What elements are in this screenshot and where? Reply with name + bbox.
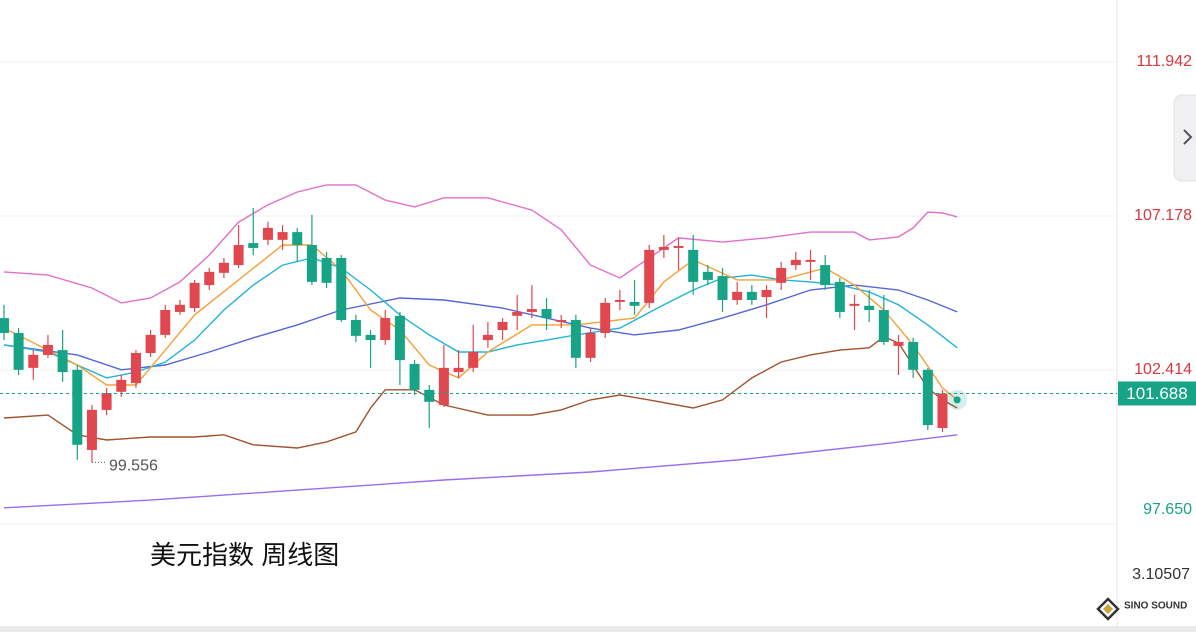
candle-body	[805, 259, 816, 262]
candle-body	[145, 334, 156, 353]
candle-body	[541, 309, 552, 319]
candle-body	[512, 311, 523, 316]
candle-body	[497, 321, 508, 331]
candle-body	[614, 299, 625, 302]
candle-body	[482, 334, 493, 341]
candle-body	[629, 301, 640, 306]
indicator-value: 3.10507	[1132, 566, 1190, 583]
bottom-bar	[0, 626, 1196, 632]
candle-body	[248, 243, 259, 248]
chevron-icon	[1183, 129, 1193, 145]
overlay: 99.556 101.688	[0, 381, 1196, 475]
price-tag	[1118, 381, 1196, 406]
candle-body	[365, 334, 376, 341]
candle-body	[937, 393, 948, 428]
watermark-text: SINO SOUND	[1124, 601, 1187, 612]
candle-body	[688, 249, 699, 282]
candle-body	[57, 350, 68, 373]
candle-body	[438, 367, 449, 406]
candle-body	[570, 320, 581, 358]
candle-body	[717, 276, 728, 300]
y-tick-label: 97.650	[1143, 501, 1192, 518]
candle-body	[556, 320, 567, 322]
candle-body	[922, 369, 933, 426]
candle-body	[233, 245, 244, 266]
indicator-line	[3, 335, 958, 449]
candle-body	[732, 291, 743, 300]
candle-body	[526, 309, 537, 312]
candle-body	[644, 249, 655, 303]
candle-body	[908, 342, 919, 370]
watermark: SINO SOUND	[1096, 597, 1187, 621]
candle-body	[292, 232, 303, 246]
candle-body	[834, 281, 845, 312]
candle-body	[160, 310, 171, 335]
indicator-line	[3, 184, 958, 304]
candle-body	[116, 379, 127, 392]
candle-body	[218, 262, 229, 273]
candle-body	[130, 352, 141, 384]
candle-body	[336, 257, 347, 321]
low-label: 99.556	[109, 458, 158, 475]
candle-body	[380, 318, 391, 341]
price-dot	[953, 396, 961, 404]
candle-body	[790, 259, 801, 266]
candle-body	[600, 302, 611, 333]
candle-body	[42, 344, 53, 355]
candle-body	[761, 289, 772, 298]
candle-body	[702, 271, 713, 280]
candle-body	[585, 332, 596, 358]
candle-body	[0, 318, 9, 333]
candle-body	[350, 320, 361, 336]
candle-body	[189, 282, 200, 309]
candle-body	[86, 409, 97, 450]
candle-body	[658, 246, 669, 250]
watermark-logo-core	[1103, 604, 1113, 614]
candles	[0, 207, 948, 463]
indicator-line	[3, 284, 958, 371]
indicator-lines	[3, 184, 958, 509]
candle-body	[72, 369, 83, 445]
side-toggle[interactable]	[1173, 94, 1196, 182]
candle-body	[13, 332, 24, 370]
candle-body	[28, 354, 39, 368]
y-tick-label: 111.942	[1137, 53, 1193, 70]
y-tick-label: 102.414	[1134, 361, 1192, 378]
candle-body	[849, 303, 860, 306]
candle-body	[409, 363, 420, 390]
side-toggle-button[interactable]	[1173, 94, 1196, 182]
indicator-line	[3, 434, 958, 509]
candle-body	[424, 389, 435, 402]
candle-body	[101, 393, 112, 410]
candle-body	[893, 342, 904, 346]
candle-body	[306, 245, 317, 282]
candle-body	[864, 305, 875, 311]
candle-body	[468, 352, 479, 368]
price-tag-label: 101.688	[1126, 384, 1187, 403]
candle-body	[204, 271, 215, 286]
chart-title: 美元指数 周线图	[150, 540, 339, 570]
watermark-logo	[1096, 597, 1120, 621]
candle-body	[394, 315, 405, 361]
candle-body	[321, 257, 332, 283]
candle-body	[776, 267, 787, 283]
y-tick-label: 107.178	[1134, 207, 1192, 224]
candle-body	[673, 245, 684, 248]
indicator-line	[3, 244, 958, 401]
candle-body	[878, 310, 889, 343]
candle-body	[453, 367, 464, 373]
candle-body	[746, 291, 757, 300]
candle-body	[277, 232, 288, 240]
candle-body	[262, 227, 273, 240]
candle-body	[820, 265, 831, 286]
candle-body	[174, 304, 185, 312]
